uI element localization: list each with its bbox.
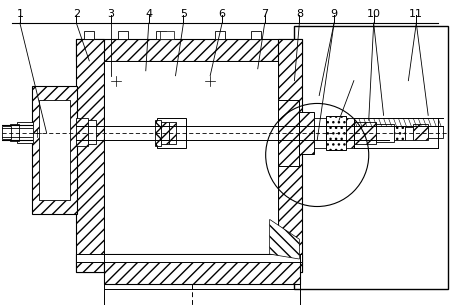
Bar: [32, 86, 77, 215]
Bar: [118, 31, 128, 39]
Bar: [294, 26, 447, 289]
Bar: [299, 112, 313, 154]
Bar: [159, 31, 173, 39]
Bar: [155, 31, 165, 39]
Bar: [88, 120, 96, 144]
Bar: [404, 127, 413, 140]
Bar: [10, 124, 19, 141]
Polygon shape: [269, 219, 299, 259]
Text: 5: 5: [179, 9, 186, 19]
Bar: [84, 31, 94, 39]
Bar: [76, 118, 88, 146]
Bar: [76, 254, 302, 272]
Bar: [2, 126, 11, 139]
Text: 6: 6: [218, 9, 225, 19]
Text: 4: 4: [145, 9, 152, 19]
Bar: [76, 39, 302, 61]
Text: 3: 3: [107, 9, 114, 19]
Bar: [427, 126, 442, 138]
Bar: [76, 254, 302, 262]
Bar: [154, 120, 160, 146]
Bar: [168, 122, 176, 144]
Bar: [104, 61, 277, 254]
Bar: [345, 118, 353, 148]
Bar: [313, 118, 325, 148]
Bar: [413, 124, 427, 140]
Bar: [277, 39, 302, 272]
Bar: [325, 116, 345, 150]
Bar: [375, 124, 392, 142]
Bar: [76, 39, 104, 272]
Bar: [250, 31, 260, 39]
Bar: [392, 126, 404, 140]
Text: 11: 11: [409, 9, 422, 19]
Bar: [104, 254, 300, 284]
Text: 1: 1: [17, 9, 23, 19]
Bar: [160, 122, 168, 144]
Bar: [353, 122, 375, 144]
Bar: [39, 100, 70, 200]
Text: 9: 9: [330, 9, 337, 19]
Text: 7: 7: [261, 9, 268, 19]
Bar: [17, 122, 33, 143]
Text: 2: 2: [73, 9, 80, 19]
Text: 8: 8: [295, 9, 302, 19]
Bar: [277, 100, 299, 166]
Bar: [215, 31, 224, 39]
Text: 10: 10: [366, 9, 380, 19]
Bar: [157, 118, 186, 148]
